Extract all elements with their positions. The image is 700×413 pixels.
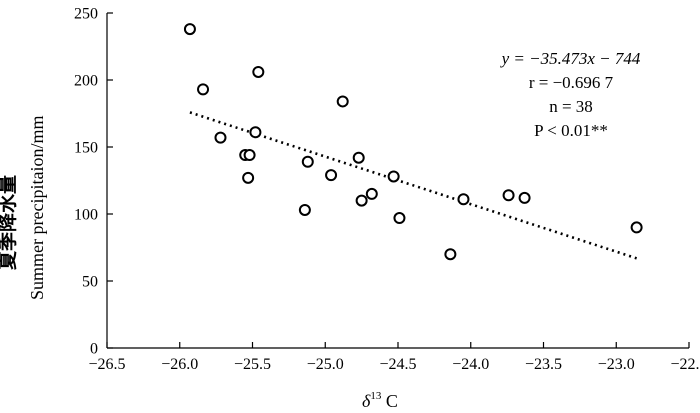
x-axis-title: δ13 C xyxy=(362,390,398,411)
data-point xyxy=(325,169,338,182)
x-tick-label: −25.5 xyxy=(234,356,271,373)
data-point xyxy=(336,95,349,108)
data-point xyxy=(252,65,265,78)
data-point xyxy=(242,171,255,184)
data-point xyxy=(301,155,314,168)
x-axis-title-superscript: 13 xyxy=(370,390,382,402)
y-axis-title-en: Summer precipitaion/mm xyxy=(27,116,47,300)
data-point xyxy=(249,126,262,139)
data-point xyxy=(365,187,378,200)
x-tick-label: −26.0 xyxy=(161,356,198,373)
y-tick-label: 250 xyxy=(74,6,98,23)
y-axis-title-cn: 夏季降水量 xyxy=(0,175,19,270)
x-tick-label: −24.5 xyxy=(379,356,416,373)
y-tick-label: 150 xyxy=(74,140,98,157)
data-point xyxy=(352,151,365,164)
data-point xyxy=(214,131,227,144)
correlation-r: r = −0.696 7 xyxy=(529,73,614,92)
x-tick-label: −23.0 xyxy=(598,356,635,373)
data-point xyxy=(444,248,457,261)
data-points xyxy=(183,23,643,261)
regression-annotation: y = −35.473x − 744 r = −0.696 7 n = 38 P… xyxy=(500,49,641,140)
x-tick-label: −26.5 xyxy=(88,356,125,373)
x-tick-label: −25.0 xyxy=(307,356,344,373)
y-axis-title: 夏季降水量 xyxy=(0,175,19,270)
data-point xyxy=(502,189,515,202)
y-tick-label: 50 xyxy=(82,274,98,291)
regression-equation: y = −35.473x − 744 xyxy=(500,49,641,68)
x-tick-label: −23.5 xyxy=(525,356,562,373)
data-point xyxy=(183,23,196,36)
data-point xyxy=(298,203,311,216)
y-tick-label: 100 xyxy=(74,207,98,224)
y-tick-label: 200 xyxy=(74,73,98,90)
data-point xyxy=(355,194,368,207)
y-axis-title-en-group: Summer precipitaion/mm xyxy=(27,116,47,300)
x-axis-title-rest: C xyxy=(381,391,398,411)
data-point xyxy=(518,191,531,204)
data-point xyxy=(243,149,256,162)
data-point xyxy=(197,83,210,96)
x-axis-title-symbol: δ xyxy=(362,391,371,411)
data-point xyxy=(630,221,643,234)
data-point xyxy=(387,170,400,183)
axis-ticks: −26.5 −26.0 −25.5 −25.0 −24.5 −24.0 −23.5 −23.0… xyxy=(74,6,700,374)
y-tick-label: 0 xyxy=(90,341,98,358)
trend-line-group xyxy=(189,111,638,260)
data-point xyxy=(457,193,470,206)
p-value: P < 0.01** xyxy=(534,121,608,140)
x-tick-label: −24.0 xyxy=(452,356,489,373)
trend-line xyxy=(189,111,638,260)
sample-size: n = 38 xyxy=(549,97,593,116)
data-point xyxy=(393,212,406,225)
x-tick-label: −22.5 xyxy=(670,356,700,373)
